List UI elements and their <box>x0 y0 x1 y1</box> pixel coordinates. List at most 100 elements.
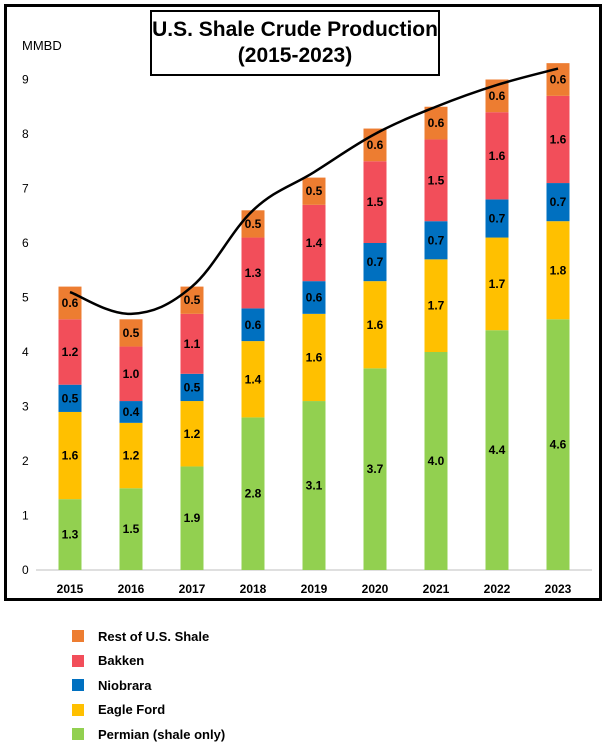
data-label: 1.5 <box>367 195 384 209</box>
bar-segment <box>546 95 570 184</box>
bar-segment <box>119 488 143 570</box>
data-label: 1.6 <box>306 350 323 364</box>
total-production-line <box>69 67 559 316</box>
data-label: 0.6 <box>245 318 262 332</box>
data-label: 0.7 <box>428 233 445 247</box>
bar-segment <box>546 183 570 222</box>
data-label: 0.5 <box>123 326 140 340</box>
data-label: 1.6 <box>489 149 506 163</box>
data-label: 1.7 <box>489 277 506 291</box>
bar-segment <box>302 204 326 282</box>
data-label: 1.9 <box>184 511 201 525</box>
data-label: 0.5 <box>245 217 262 231</box>
bar-segment <box>58 319 82 385</box>
bar-segment <box>546 319 570 570</box>
bar-segment <box>58 499 82 570</box>
bar-segment <box>302 313 326 402</box>
y-tick-label: 7 <box>22 182 29 196</box>
bar-segment <box>363 161 387 243</box>
y-tick-label: 0 <box>22 563 29 577</box>
data-label: 4.0 <box>428 454 445 468</box>
y-tick-label: 3 <box>22 400 29 414</box>
bar-segment <box>119 401 143 423</box>
data-label: 1.2 <box>62 345 79 359</box>
data-label: 1.6 <box>550 132 567 146</box>
x-tick-label: 2015 <box>57 582 84 596</box>
data-label: 1.2 <box>184 427 201 441</box>
bar-segment <box>424 106 448 140</box>
data-label: 0.7 <box>489 211 506 225</box>
legend-swatch <box>72 728 84 741</box>
chart-title-line1: U.S. Shale Crude Production <box>152 18 438 41</box>
bar-segment <box>485 237 509 331</box>
legend-swatch <box>72 630 84 643</box>
data-label: 1.6 <box>367 318 384 332</box>
bar-segment <box>241 308 265 342</box>
bar-segment <box>119 422 143 489</box>
bar-segment <box>58 384 82 412</box>
bar-segment <box>546 221 570 320</box>
chart-plot: 0 1 2 3 4 5 6 7 8 9 1.3 1.6 0.5 1.2 0.6 2015 1.5 1.2 0.4 1.… <box>22 63 592 596</box>
bar-segment <box>180 401 204 467</box>
x-tick-label: 2021 <box>423 582 450 596</box>
chart-legend: Rest of U.S. Shale Bakken Niobrara Eagle Fo… <box>72 624 225 747</box>
x-tick-label: 2020 <box>362 582 389 596</box>
x-tick-label: 2019 <box>301 582 328 596</box>
bar-segment <box>180 313 204 374</box>
data-label: 0.6 <box>367 138 384 152</box>
legend-label: Eagle Ford <box>98 702 166 718</box>
data-label: 0.4 <box>123 405 140 419</box>
data-label: 0.5 <box>184 293 201 307</box>
legend-swatch <box>72 703 84 716</box>
data-label: 0.6 <box>428 116 445 130</box>
x-tick-label: 2023 <box>545 582 572 596</box>
x-tick-label: 2016 <box>118 582 145 596</box>
bar-segment <box>424 352 448 570</box>
data-label: 0.5 <box>306 184 323 198</box>
y-tick-label: 1 <box>22 509 29 523</box>
data-label: 1.5 <box>123 522 140 536</box>
data-label: 1.7 <box>428 299 445 313</box>
chart-title-line2: (2015-2023) <box>237 44 353 67</box>
legend-item: Permian (shale only) <box>72 722 225 747</box>
y-tick-label: 2 <box>22 454 29 468</box>
bar-segment <box>180 373 204 402</box>
legend-item: Niobrara <box>72 673 225 698</box>
chart-title-box: U.S. Shale Crude Production (2015-2023) <box>150 10 440 76</box>
data-label: 0.6 <box>62 296 79 310</box>
bar-segment <box>363 281 387 369</box>
y-tick-label: 4 <box>22 345 29 359</box>
data-label: 0.7 <box>550 195 567 209</box>
legend-item: Eagle Ford <box>72 698 225 723</box>
y-tick-label: 6 <box>22 236 29 250</box>
bar-segment <box>241 417 265 570</box>
data-label: 4.6 <box>550 438 567 452</box>
bar-segment <box>485 330 509 570</box>
x-tick-label: 2018 <box>240 582 267 596</box>
data-label: 1.3 <box>62 528 79 542</box>
bar-segment <box>241 341 265 418</box>
bar-segment <box>485 112 509 200</box>
legend-label: Bakken <box>98 653 145 669</box>
data-label: 3.7 <box>367 462 384 476</box>
legend-swatch <box>72 679 84 692</box>
legend-label: Permian (shale only) <box>98 726 226 742</box>
bar-segment <box>485 199 509 238</box>
data-label: 0.6 <box>489 89 506 103</box>
bar-segment <box>424 221 448 260</box>
y-tick-label: 8 <box>22 127 29 141</box>
y-axis-unit-label: MMBD <box>22 38 62 53</box>
data-label: 1.4 <box>306 236 323 250</box>
bar-segment <box>302 177 326 205</box>
bar-segment <box>119 346 143 402</box>
data-label: 0.7 <box>367 255 384 269</box>
bar-segment <box>119 319 143 347</box>
legend-swatch <box>72 654 84 667</box>
legend-item: Bakken <box>72 649 225 674</box>
bar-segment <box>180 286 204 314</box>
data-label: 1.2 <box>123 449 140 463</box>
data-label: 0.6 <box>306 291 323 305</box>
bar-segment <box>241 237 265 309</box>
data-label: 3.1 <box>306 479 323 493</box>
data-label: 2.8 <box>245 487 262 501</box>
